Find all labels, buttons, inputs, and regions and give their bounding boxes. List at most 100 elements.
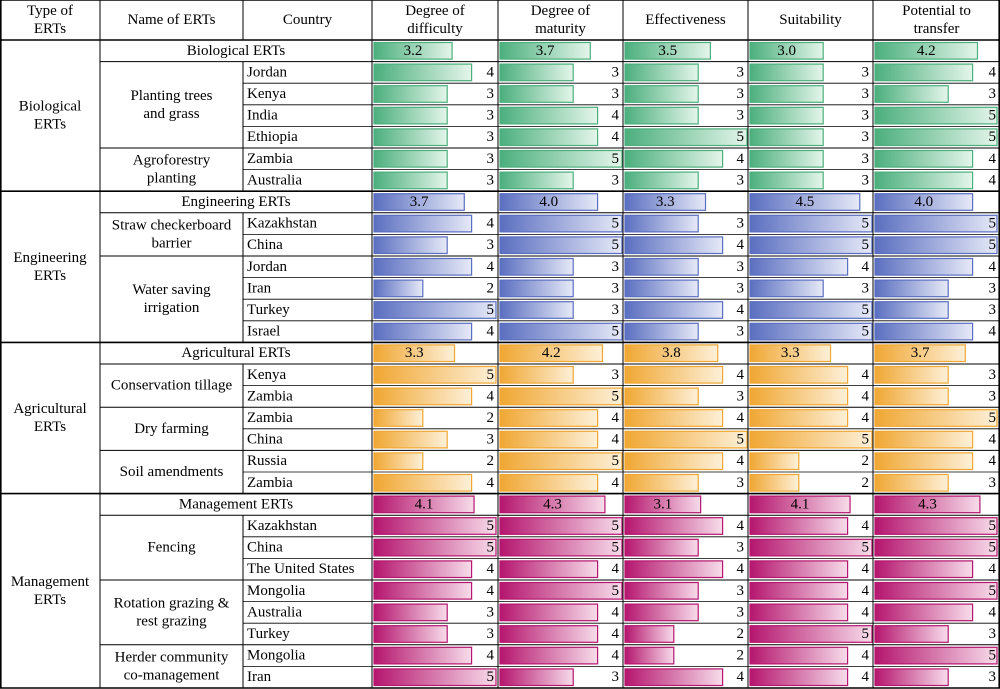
summary-value: 3.3 bbox=[781, 345, 800, 361]
value-bar bbox=[749, 128, 824, 147]
ert-name: Rotation grazing & bbox=[114, 595, 230, 611]
value-bar bbox=[499, 128, 599, 147]
country-label: The United States bbox=[247, 561, 355, 577]
country-label: Kenya bbox=[247, 367, 286, 383]
summary-value: 4.0 bbox=[539, 194, 558, 210]
value-label: 4 bbox=[612, 648, 620, 664]
summary-label: Agricultural ERTs bbox=[181, 345, 290, 361]
value-label: 4 bbox=[862, 583, 870, 599]
summary-value: 4.2 bbox=[917, 43, 936, 59]
summary-value: 3.3 bbox=[405, 345, 424, 361]
value-label: 5 bbox=[862, 626, 870, 642]
type-label: ERTs bbox=[34, 268, 66, 284]
value-label: 3 bbox=[862, 172, 870, 188]
value-label: 3 bbox=[862, 64, 870, 80]
value-label: 4 bbox=[989, 324, 997, 340]
type-label: Management bbox=[11, 574, 90, 590]
value-label: 5 bbox=[612, 151, 620, 167]
value-label: 5 bbox=[989, 410, 997, 426]
value-label: 2 bbox=[487, 280, 495, 296]
value-bar bbox=[499, 365, 574, 384]
summary-bar bbox=[373, 41, 453, 60]
value-bar bbox=[874, 581, 998, 600]
value-bar bbox=[373, 581, 473, 600]
value-label: 4 bbox=[487, 388, 495, 404]
summary-bar bbox=[749, 193, 861, 211]
country-label: Kazakhstan bbox=[247, 518, 317, 534]
value-bar bbox=[749, 625, 873, 643]
value-label: 5 bbox=[737, 432, 745, 448]
value-bar bbox=[874, 279, 949, 298]
value-bar bbox=[499, 560, 599, 579]
value-bar bbox=[874, 473, 949, 492]
value-label: 5 bbox=[487, 302, 495, 318]
value-label: 4 bbox=[862, 648, 870, 664]
value-bar bbox=[499, 538, 623, 557]
value-bar bbox=[749, 365, 849, 384]
value-bar bbox=[874, 301, 949, 319]
value-bar bbox=[499, 517, 623, 535]
value-label: 3 bbox=[487, 626, 495, 642]
value-bar bbox=[749, 85, 824, 103]
ert-name: rest grazing bbox=[136, 613, 207, 629]
value-bar bbox=[624, 128, 748, 147]
value-bar bbox=[624, 603, 699, 622]
value-label: 2 bbox=[862, 453, 870, 469]
value-bar bbox=[373, 668, 497, 687]
value-label: 3 bbox=[737, 108, 745, 124]
header-metric-4: Potential to bbox=[902, 3, 971, 19]
value-label: 5 bbox=[612, 518, 620, 534]
value-label: 5 bbox=[989, 129, 997, 145]
value-label: 4 bbox=[989, 64, 997, 80]
summary-bar bbox=[373, 193, 465, 211]
value-bar bbox=[373, 63, 473, 82]
value-bar bbox=[373, 560, 473, 579]
value-label: 3 bbox=[487, 432, 495, 448]
value-bar bbox=[874, 560, 974, 579]
value-bar bbox=[499, 646, 599, 665]
value-label: 4 bbox=[862, 259, 870, 275]
value-bar bbox=[874, 322, 974, 341]
value-label: 5 bbox=[862, 216, 870, 232]
value-bar bbox=[373, 430, 448, 449]
value-bar bbox=[749, 149, 824, 168]
value-label: 4 bbox=[487, 475, 495, 491]
value-bar bbox=[499, 452, 623, 471]
header-country: Country bbox=[283, 12, 333, 28]
header-metric-1: Degree of bbox=[531, 3, 591, 19]
value-bar bbox=[874, 257, 974, 276]
value-label: 3 bbox=[862, 108, 870, 124]
header-metric-1: maturity bbox=[535, 21, 586, 37]
country-label: Zambia bbox=[247, 388, 293, 404]
summary-value: 4.3 bbox=[543, 496, 562, 512]
value-label: 3 bbox=[737, 86, 745, 102]
value-bar bbox=[749, 279, 824, 298]
ert-name: barrier bbox=[152, 235, 192, 251]
summary-bar bbox=[499, 41, 591, 60]
value-bar bbox=[499, 625, 599, 643]
value-bar bbox=[499, 279, 574, 298]
value-bar bbox=[874, 149, 974, 168]
value-bar bbox=[624, 365, 724, 384]
ert-name: and grass bbox=[143, 106, 199, 122]
value-label: 2 bbox=[487, 453, 495, 469]
value-label: 3 bbox=[737, 604, 745, 620]
value-label: 4 bbox=[487, 561, 495, 577]
value-label: 4 bbox=[487, 216, 495, 232]
ert-name: Herder community bbox=[115, 649, 229, 665]
header-metric-4: transfer bbox=[914, 21, 960, 37]
value-bar bbox=[499, 236, 623, 255]
value-bar bbox=[874, 365, 949, 384]
type-label: Biological bbox=[19, 99, 82, 115]
value-bar bbox=[874, 452, 974, 471]
value-label: 4 bbox=[989, 453, 997, 469]
value-bar bbox=[874, 517, 998, 535]
value-bar bbox=[499, 63, 574, 82]
value-bar bbox=[499, 668, 574, 687]
value-label: 3 bbox=[737, 388, 745, 404]
value-label: 4 bbox=[612, 129, 620, 145]
value-bar bbox=[373, 257, 473, 276]
value-label: 4 bbox=[737, 237, 745, 253]
value-bar bbox=[624, 85, 699, 103]
